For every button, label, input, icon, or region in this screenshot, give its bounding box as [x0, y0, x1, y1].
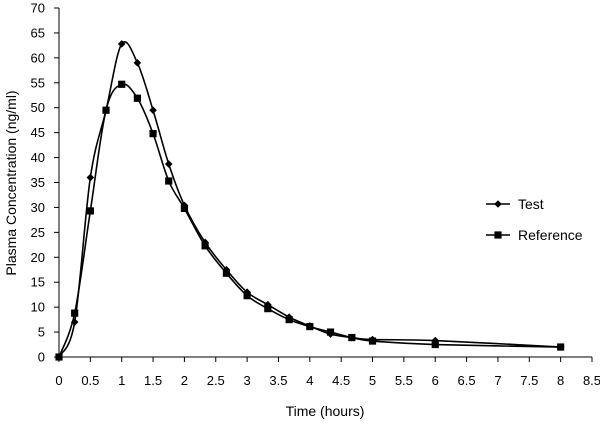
- y-axis-title: Plasma Concentration (ng/ml): [3, 90, 19, 275]
- y-tick-label: 15: [31, 275, 45, 290]
- data-point-test: [264, 300, 272, 309]
- series-line-reference: [58, 83, 561, 358]
- y-tick-label: 70: [31, 1, 45, 16]
- x-tick-label: 1: [118, 373, 125, 388]
- y-tick-label: 50: [31, 100, 45, 115]
- y-tick-label: 60: [31, 50, 45, 65]
- y-tick-label: 25: [31, 225, 45, 240]
- series-test: [55, 40, 565, 361]
- x-tick-label: 1.5: [144, 373, 162, 388]
- x-tick-label: 8.5: [583, 373, 600, 388]
- x-tick-label: 2.5: [207, 373, 225, 388]
- x-tick-label: 2: [181, 373, 188, 388]
- y-tick-label: 45: [31, 125, 45, 140]
- data-point-reference: [118, 80, 126, 88]
- x-tick-label: 7.5: [520, 373, 538, 388]
- data-point-test: [164, 160, 173, 168]
- x-tick-label: 5: [369, 373, 376, 388]
- legend-item-reference: Reference: [486, 227, 583, 243]
- y-tick-label: 5: [38, 325, 45, 340]
- data-point-reference: [102, 106, 110, 114]
- data-point-test: [133, 59, 142, 67]
- x-tick-label: 3.5: [269, 373, 287, 388]
- data-point-reference: [201, 242, 209, 250]
- data-point-test: [117, 40, 126, 48]
- legend: Test Reference: [486, 196, 583, 243]
- data-point-reference: [306, 322, 314, 331]
- data-point-reference: [431, 340, 439, 349]
- x-tick-label: 6: [432, 373, 439, 388]
- y-tick-label: 0: [38, 350, 45, 365]
- data-point-test: [86, 173, 95, 182]
- legend-label: Reference: [518, 227, 583, 243]
- data-point-test: [149, 106, 157, 115]
- y-tick-label: 65: [31, 25, 45, 40]
- y-tick-label: 10: [31, 300, 45, 315]
- x-tick-label: 3: [244, 373, 251, 388]
- data-point-reference: [264, 305, 272, 313]
- x-tick-label: 0.5: [81, 373, 99, 388]
- series-reference: [55, 80, 565, 361]
- data-point-reference: [222, 269, 231, 277]
- x-tick-label: 0: [55, 373, 62, 388]
- series-line-test: [58, 41, 561, 358]
- y-tick-label: 40: [31, 150, 45, 165]
- data-point-reference: [368, 337, 377, 345]
- data-point-reference: [326, 328, 335, 336]
- data-point-reference: [165, 177, 173, 185]
- data-point-reference: [285, 316, 293, 324]
- data-point-reference: [348, 333, 356, 342]
- series-layer: [55, 40, 565, 361]
- data-point-reference: [55, 353, 63, 361]
- data-point-test: [70, 318, 79, 326]
- legend-marker: [494, 200, 502, 208]
- y-tick-label: 30: [31, 200, 45, 215]
- legend-item-test: Test: [486, 196, 544, 212]
- data-point-reference: [71, 309, 79, 317]
- legend-marker: [494, 231, 502, 239]
- x-tick-label: 6.5: [458, 373, 476, 388]
- x-axis-title: Time (hours): [286, 403, 365, 419]
- x-tick-label: 5.5: [395, 373, 413, 388]
- x-tick-label: 4.5: [332, 373, 350, 388]
- legend-label: Test: [518, 196, 544, 212]
- data-point-reference: [557, 343, 565, 351]
- data-point-reference: [86, 207, 94, 215]
- x-tick-label: 8: [557, 373, 564, 388]
- data-point-reference: [180, 204, 189, 213]
- data-point-reference: [243, 292, 251, 300]
- y-tick-label: 20: [31, 250, 45, 265]
- data-point-reference: [133, 94, 141, 102]
- x-tick-label: 4: [306, 373, 313, 388]
- y-tick-label: 35: [31, 175, 45, 190]
- y-tick-label: 55: [31, 75, 45, 90]
- data-point-reference: [149, 130, 157, 138]
- x-tick-label: 7: [494, 373, 501, 388]
